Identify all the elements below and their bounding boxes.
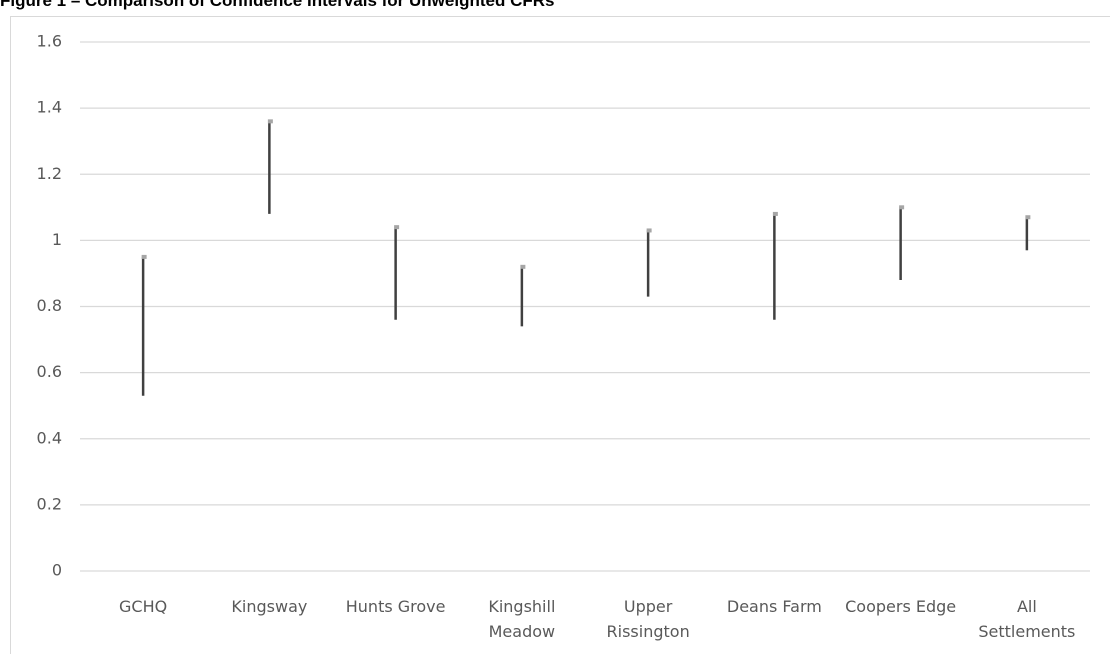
high-cap [1025,215,1031,220]
y-tick-label: 0.8 [37,296,62,315]
x-tick-label: Hunts Grove [345,597,446,616]
x-tick-label: Kingshill Meadow [488,597,556,641]
y-tick-label: 1 [52,230,62,249]
y-tick-label: 0.6 [37,362,62,381]
high-cap [394,225,400,230]
high-cap [267,119,273,124]
y-tick-label: 1.4 [37,98,62,117]
x-tick-label: Deans Farm [726,597,822,616]
high-cap [520,264,526,269]
x-tick-label: Kingsway [231,597,308,616]
high-cap [899,205,905,210]
y-tick-label: 1.6 [37,32,62,51]
x-tick-label: Coopers Edge [845,597,957,616]
y-tick-label: 1.2 [37,164,62,183]
x-tick-label: Upper Rissington [606,597,690,641]
y-tick-label: 0.2 [37,494,62,513]
x-tick-label: All Settlements [978,597,1076,641]
x-tick-label: GCHQ [119,597,168,616]
high-cap [646,228,652,233]
high-cap [772,211,778,216]
y-tick-label: 0 [52,561,62,580]
y-tick-label: 0.4 [37,428,62,447]
chart-title: Figure 1 – Comparison of Confidence Inte… [0,0,555,10]
high-cap [141,254,147,259]
